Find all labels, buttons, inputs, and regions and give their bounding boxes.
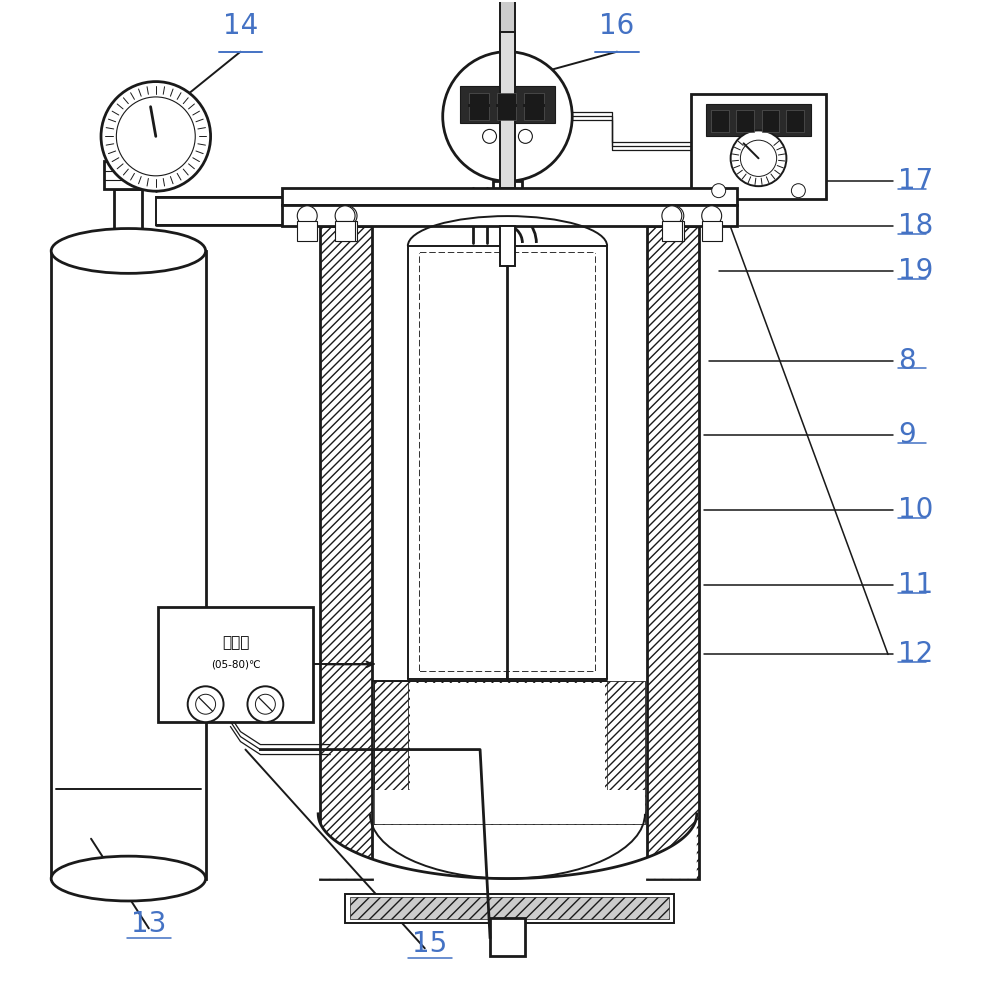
Circle shape bbox=[443, 52, 572, 181]
Bar bbox=[710, 110, 728, 132]
Bar bbox=[786, 110, 804, 132]
Bar bbox=[374, 681, 607, 824]
Circle shape bbox=[483, 129, 497, 143]
Bar bbox=[51, 251, 206, 879]
Bar bbox=[410, 683, 605, 822]
Bar bbox=[374, 790, 645, 824]
Bar bbox=[158, 607, 313, 722]
Circle shape bbox=[791, 184, 805, 198]
Text: 9: 9 bbox=[898, 421, 916, 449]
Circle shape bbox=[337, 206, 357, 226]
Bar bbox=[115, 189, 142, 229]
Circle shape bbox=[116, 97, 195, 176]
Circle shape bbox=[740, 140, 776, 176]
Text: 18: 18 bbox=[898, 212, 933, 240]
Bar bbox=[298, 221, 318, 241]
Text: 17: 17 bbox=[898, 167, 933, 195]
Bar bbox=[283, 188, 736, 205]
Circle shape bbox=[298, 206, 318, 226]
Circle shape bbox=[662, 206, 681, 226]
Text: 19: 19 bbox=[898, 257, 933, 285]
Circle shape bbox=[711, 184, 725, 198]
Bar bbox=[156, 197, 504, 225]
Circle shape bbox=[500, 129, 514, 143]
Ellipse shape bbox=[51, 856, 206, 901]
Bar bbox=[345, 894, 674, 923]
Text: (05-80)℃: (05-80)℃ bbox=[211, 659, 261, 669]
Bar bbox=[607, 681, 645, 824]
Circle shape bbox=[664, 206, 683, 226]
Bar bbox=[321, 226, 372, 879]
Text: 11: 11 bbox=[898, 571, 933, 599]
Circle shape bbox=[248, 686, 284, 722]
Circle shape bbox=[256, 694, 276, 714]
Bar bbox=[408, 681, 645, 824]
Circle shape bbox=[196, 694, 216, 714]
Bar bbox=[350, 897, 669, 919]
Text: 13: 13 bbox=[131, 910, 167, 938]
Bar bbox=[735, 110, 753, 132]
Circle shape bbox=[518, 129, 532, 143]
Bar bbox=[491, 918, 524, 956]
Bar bbox=[662, 221, 681, 241]
Bar bbox=[664, 221, 683, 241]
Circle shape bbox=[101, 82, 211, 191]
Bar bbox=[469, 93, 489, 120]
Bar bbox=[497, 93, 516, 120]
Bar bbox=[493, 181, 522, 216]
Text: 温控器: 温控器 bbox=[222, 635, 249, 650]
Circle shape bbox=[188, 686, 224, 722]
Bar bbox=[500, 0, 515, 52]
Bar bbox=[761, 110, 779, 132]
Text: 16: 16 bbox=[599, 12, 634, 40]
Bar bbox=[500, 226, 515, 266]
Text: 8: 8 bbox=[898, 347, 916, 375]
Bar bbox=[372, 226, 647, 879]
Bar bbox=[701, 221, 721, 241]
Text: 12: 12 bbox=[898, 640, 933, 668]
Bar bbox=[335, 221, 355, 241]
Bar bbox=[283, 205, 736, 226]
Circle shape bbox=[730, 130, 786, 186]
Bar bbox=[105, 161, 152, 189]
Bar bbox=[374, 681, 408, 824]
Text: 14: 14 bbox=[223, 12, 258, 40]
Bar bbox=[500, 32, 515, 188]
Bar bbox=[706, 104, 811, 136]
Bar bbox=[461, 86, 554, 123]
Bar bbox=[420, 253, 595, 671]
Bar bbox=[691, 94, 826, 199]
Text: 10: 10 bbox=[898, 496, 933, 524]
Ellipse shape bbox=[51, 229, 206, 273]
Circle shape bbox=[701, 206, 721, 226]
Bar bbox=[524, 93, 544, 120]
Bar bbox=[337, 221, 357, 241]
Circle shape bbox=[335, 206, 355, 226]
Text: 15: 15 bbox=[413, 930, 448, 958]
Bar bbox=[647, 226, 698, 879]
